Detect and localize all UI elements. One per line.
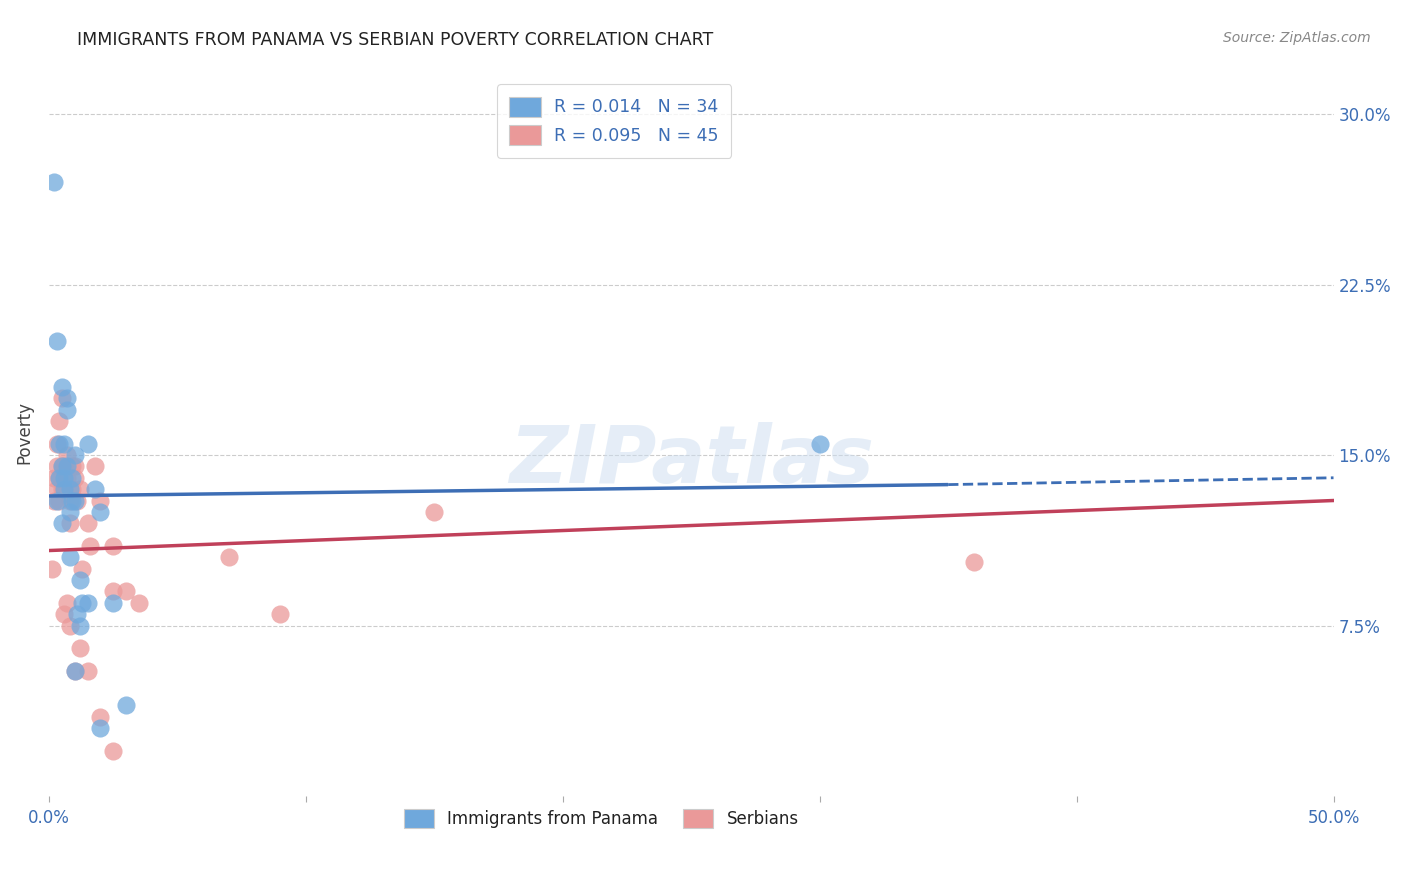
Point [56,402,79,417]
Point [66,493,89,508]
Point [963,555,986,569]
Point [53,607,76,622]
Point [56,448,79,462]
Point [48,471,70,485]
Point [53,482,76,496]
Point [56,391,79,405]
Point [58,516,80,531]
Point [45,436,67,450]
Point [66,607,89,622]
Point [72,562,94,576]
Point [58,618,80,632]
Point [84,482,107,496]
Point [89,505,111,519]
Point [42,471,65,485]
Point [103,596,125,610]
Point [76,436,98,450]
Y-axis label: Poverty: Poverty [15,401,32,464]
Point [56,459,79,474]
Point [76,516,98,531]
Point [63,471,86,485]
Point [269,607,291,622]
Point [60,482,83,496]
Point [103,539,125,553]
Point [41,562,63,576]
Point [89,721,111,735]
Point [48,493,70,508]
Point [58,482,80,496]
Point [51,391,73,405]
Point [89,493,111,508]
Point [45,493,67,508]
Point [51,459,73,474]
Point [69,618,91,632]
Point [53,436,76,450]
Point [63,448,86,462]
Point [79,539,101,553]
Point [48,414,70,428]
Point [51,380,73,394]
Text: IMMIGRANTS FROM PANAMA VS SERBIAN POVERTY CORRELATION CHART: IMMIGRANTS FROM PANAMA VS SERBIAN POVERT… [77,31,714,49]
Point [103,743,125,757]
Point [51,482,73,496]
Point [51,516,73,531]
Point [69,482,91,496]
Point [84,459,107,474]
Point [53,471,76,485]
Point [89,709,111,723]
Point [103,584,125,599]
Point [42,493,65,508]
Point [60,471,83,485]
Point [76,596,98,610]
Point [69,573,91,587]
Point [60,493,83,508]
Point [48,436,70,450]
Point [58,550,80,565]
Point [69,641,91,656]
Point [58,493,80,508]
Point [56,471,79,485]
Point [60,459,83,474]
Point [42,175,65,189]
Point [808,436,831,450]
Point [45,482,67,496]
Point [63,493,86,508]
Point [45,459,67,474]
Point [115,584,138,599]
Point [58,505,80,519]
Point [423,505,446,519]
Legend: Immigrants from Panama, Serbians: Immigrants from Panama, Serbians [398,803,806,835]
Point [53,482,76,496]
Text: ZIPatlas: ZIPatlas [509,423,873,500]
Point [72,596,94,610]
Point [51,459,73,474]
Point [48,471,70,485]
Text: Source: ZipAtlas.com: Source: ZipAtlas.com [1223,31,1371,45]
Point [115,698,138,713]
Point [56,596,79,610]
Point [45,334,67,349]
Point [76,664,98,678]
Point [63,664,86,678]
Point [63,459,86,474]
Point [218,550,240,565]
Point [53,459,76,474]
Point [128,596,150,610]
Point [63,664,86,678]
